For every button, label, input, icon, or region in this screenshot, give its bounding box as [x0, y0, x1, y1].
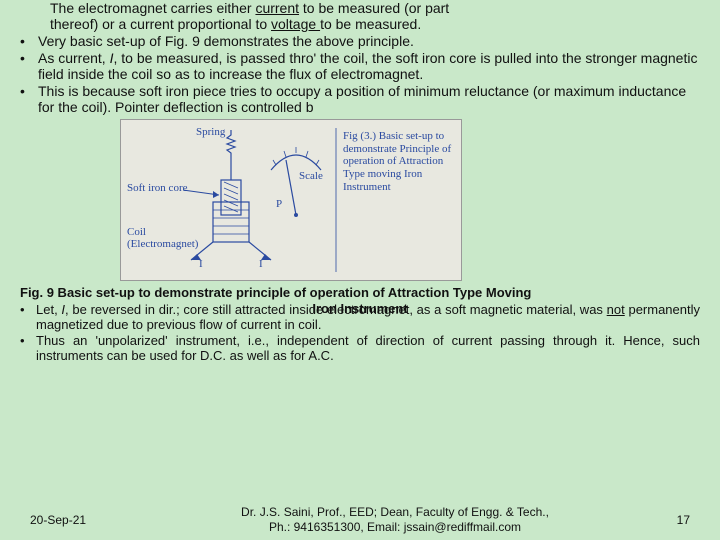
fig-label-coil: Coil [127, 226, 146, 238]
footer-center: Dr. J.S. Saini, Prof., EED; Dean, Facult… [140, 505, 650, 534]
bullet-mark: • [20, 302, 36, 332]
fig-label-electromagnet: (Electromagnet) [127, 238, 198, 250]
bullet-text: Very basic set-up of Fig. 9 demonstrates… [38, 33, 700, 49]
partial-top-line-2: thereof) or a current proportional to vo… [20, 16, 700, 32]
fig-label-spring: Spring [196, 126, 225, 138]
below-1-underline: not [607, 302, 625, 317]
bullet-row: • Very basic set-up of Fig. 9 demonstrat… [20, 33, 700, 49]
partial-underline-2: voltage [271, 16, 320, 32]
fig-label-i-right: I [259, 258, 263, 270]
below-row: • Thus an 'unpolarized' instrument, i.e.… [20, 333, 700, 363]
footer-date: 20-Sep-21 [30, 513, 140, 527]
fig-label-softiron: Soft iron core [127, 182, 187, 194]
figure-diagram: Spring Soft iron core Coil (Electromagne… [120, 119, 462, 281]
bullet-text: As current, I, to be measured, is passed… [38, 50, 700, 82]
partial-text-1b: to be measured (or part [299, 0, 449, 16]
partial-top-line: The electromagnet carries either current… [20, 0, 700, 16]
below-1-pre: Let, [36, 302, 61, 317]
fig-label-scale: Scale [299, 170, 323, 182]
bullet-mark: • [20, 50, 38, 82]
bullet-row: • As current, I, to be measured, is pass… [20, 50, 700, 82]
fig-label-pointer: P [276, 198, 282, 210]
bullet-mark: • [20, 333, 36, 363]
bullet-mark: • [20, 83, 38, 115]
partial-text-1: The electromagnet carries either [50, 0, 255, 16]
bullet-2-pre: As current, [38, 50, 110, 66]
footer-line-1: Dr. J.S. Saini, Prof., EED; Dean, Facult… [140, 505, 650, 519]
partial-text-2b: to be measured. [320, 16, 421, 32]
below-text: Thus an 'unpolarized' instrument, i.e., … [36, 333, 700, 363]
caption-line-1: Fig. 9 Basic set-up to demonstrate princ… [20, 285, 700, 301]
slide-footer: 20-Sep-21 Dr. J.S. Saini, Prof., EED; De… [0, 505, 720, 534]
bullet-text: This is because soft iron piece tries to… [38, 83, 700, 115]
partial-text-2a: thereof) or a current proportional to [50, 16, 271, 32]
bullet-mark: • [20, 33, 38, 49]
bullet-2-post: , to be measured, is passed thro' the co… [38, 50, 697, 82]
below-1-post: , be reversed in dir.; core still attrac… [65, 302, 607, 317]
slide-content: The electromagnet carries either current… [0, 0, 720, 115]
fig-label-side: Fig (3.) Basic set-up to demonstrate Pri… [343, 130, 453, 193]
partial-underline-1: current [255, 0, 299, 16]
below-row: • Let, I, be reversed in dir.; core stil… [20, 302, 700, 332]
bullet-row: • This is because soft iron piece tries … [20, 83, 700, 115]
fig-label-i-left: I [199, 258, 203, 270]
footer-line-2: Ph.: 9416351300, Email: jssain@rediffmai… [140, 520, 650, 534]
below-text: Let, I, be reversed in dir.; core still … [36, 302, 700, 332]
below-bullets: • Let, I, be reversed in dir.; core stil… [0, 302, 720, 363]
footer-page: 17 [650, 513, 690, 527]
